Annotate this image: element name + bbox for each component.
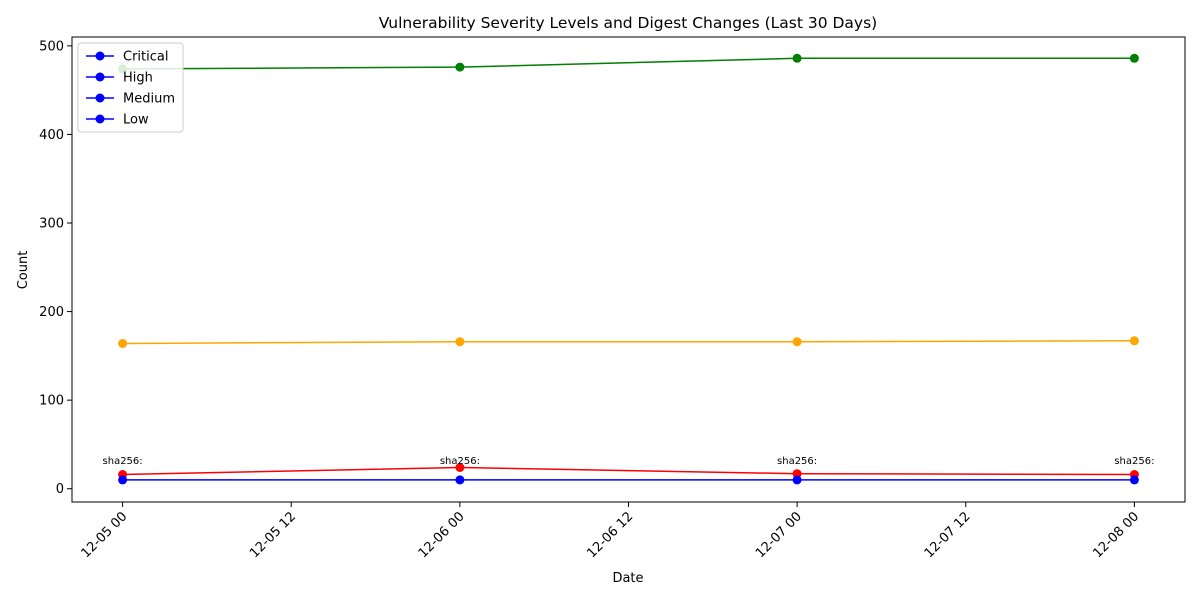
- plot-area: sha256: sha256: sha256: sha256:: [103, 53, 1154, 485]
- data-point-high: [1129, 336, 1139, 346]
- x-axis: 12-05 00 12-05 12 12-06 00 12-06 12 12-07 00…: [78, 502, 1142, 561]
- legend-label-critical: Critical: [123, 50, 168, 65]
- legend-box: [77, 42, 184, 133]
- data-point-low: [455, 475, 465, 485]
- chart-title: Vulnerability Severity Levels and Digest…: [379, 14, 877, 32]
- data-point-medium: [1129, 53, 1139, 63]
- series-line-critical: [122, 466, 1135, 476]
- digest-annotation: sha256:: [103, 456, 143, 467]
- x-tick-label: 12-06 12: [584, 509, 636, 561]
- y-tick-label: 100: [39, 394, 64, 409]
- x-tick-label: 12-08 00: [1090, 509, 1142, 561]
- data-point-medium: [792, 53, 802, 63]
- legend-label-medium: Medium: [123, 92, 175, 107]
- plot-frame: [71, 36, 1186, 503]
- data-point-high: [118, 339, 128, 348]
- data-point-high: [792, 337, 802, 347]
- data-point-medium: [455, 62, 465, 72]
- legend-marker: [95, 51, 105, 61]
- x-tick-label: 12-05 12: [247, 509, 299, 561]
- series-line-medium: [122, 57, 1135, 70]
- x-tick-label: 12-06 00: [416, 509, 468, 561]
- legend-marker: [95, 72, 105, 82]
- legend-marker: [95, 114, 105, 124]
- y-axis: 0 100 200 300 400 500: [39, 39, 72, 497]
- data-point-low: [1129, 475, 1139, 485]
- legend-label-high: High: [123, 71, 153, 86]
- series-line-high: [122, 340, 1135, 345]
- legend-marker: [95, 93, 105, 103]
- digest-annotation: sha256:: [440, 456, 480, 467]
- y-axis-label: Count: [16, 251, 31, 290]
- x-axis-label: Date: [612, 571, 643, 586]
- data-point-critical: [455, 463, 465, 472]
- y-tick-label: 500: [39, 39, 64, 54]
- data-point-low: [118, 475, 128, 485]
- y-tick-label: 0: [56, 482, 64, 497]
- x-tick-label: 12-07 12: [922, 509, 974, 561]
- y-tick-label: 300: [39, 217, 64, 232]
- data-point-high: [455, 337, 465, 347]
- legend: Critical High Medium Low: [77, 42, 184, 133]
- data-point-critical: [792, 469, 802, 479]
- digest-annotation: sha256:: [1114, 456, 1154, 467]
- y-tick-label: 400: [39, 128, 64, 143]
- data-point-low: [792, 475, 802, 485]
- digest-annotation: sha256:: [777, 456, 817, 467]
- x-tick-label: 12-07 00: [753, 509, 805, 561]
- y-tick-label: 200: [39, 305, 64, 320]
- x-tick-label: 12-05 00: [78, 509, 130, 561]
- legend-label-low: Low: [123, 113, 149, 128]
